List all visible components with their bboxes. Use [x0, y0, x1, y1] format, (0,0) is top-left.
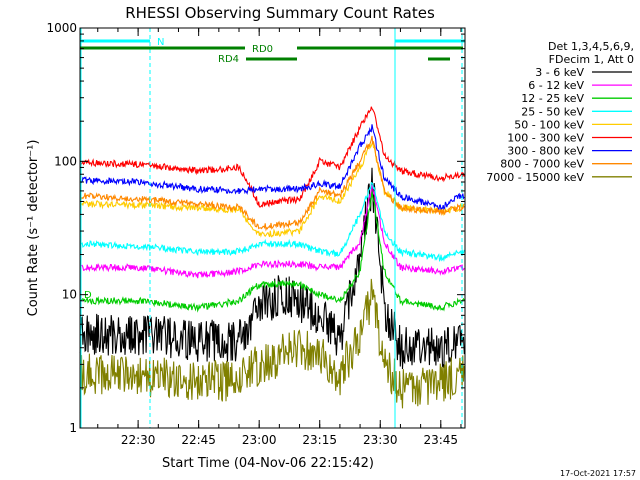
series-line-3 — [79, 191, 465, 313]
series-line-9 — [79, 278, 465, 409]
series-line-7 — [79, 124, 465, 213]
y-tick-label-3: 100 — [54, 154, 77, 168]
x-tick-label-5: 23:30 — [363, 433, 398, 447]
annotation-1: N — [157, 37, 164, 48]
legend-header-line2: FDecim 1, Att 0 — [549, 53, 634, 66]
x-tick-label-1: 22:30 — [121, 433, 156, 447]
annotation-4: D — [84, 290, 92, 301]
legend-label-4: 25 - 50 keV — [521, 105, 584, 118]
series-line-2 — [79, 184, 465, 279]
footer-date: 17-Oct-2021 17:57 — [560, 469, 636, 478]
legend-label-6: 100 - 300 keV — [507, 132, 584, 145]
legend-label-8: 800 - 7000 keV — [500, 158, 584, 171]
y-tick-label-4: 1000 — [46, 21, 77, 35]
series-line-4 — [79, 181, 465, 263]
legend-label-3: 12 - 25 keV — [521, 92, 584, 105]
x-axis-label: Start Time (04-Nov-06 22:15:42) — [162, 456, 374, 471]
axis-ticks: 22:30 22:45 23:00 23:15 23:30 23:45 1 10 100 1000 — [46, 21, 465, 447]
y-tick-label-2: 10 — [62, 288, 77, 302]
legend-label-1: 3 - 6 keV — [535, 66, 584, 79]
legend: Det 1,3,4,5,6,9, FDecim 1, Att 0 3 - 6 k… — [486, 40, 634, 184]
series-line-1 — [79, 167, 465, 370]
plot-frame — [79, 27, 466, 429]
traces — [79, 106, 465, 409]
y-axis-label: Count Rate (s⁻¹ detector⁻¹) — [26, 140, 41, 317]
annotation-3: RD4 — [218, 54, 239, 65]
legend-header-line1: Det 1,3,4,5,6,9, — [548, 40, 634, 53]
x-tick-label-4: 23:15 — [302, 433, 337, 447]
series-line-6 — [79, 106, 465, 208]
x-tick-label-2: 22:45 — [181, 433, 216, 447]
overlays: N RD0 RD4 D — [80, 28, 465, 428]
plot-area: N RD0 RD4 D 22:30 22:45 23:00 23:15 23:30 23:45 1… — [46, 21, 466, 447]
chart-title: RHESSI Observing Summary Count Rates — [125, 4, 435, 22]
legend-label-7: 300 - 800 keV — [507, 145, 584, 158]
legend-label-9: 7000 - 15000 keV — [486, 171, 584, 184]
x-tick-label-6: 23:45 — [423, 433, 458, 447]
y-tick-label-1: 1 — [69, 421, 77, 435]
series-line-8 — [79, 135, 465, 232]
x-tick-label-3: 23:00 — [242, 433, 277, 447]
legend-label-2: 6 - 12 keV — [528, 79, 584, 92]
legend-label-5: 50 - 100 keV — [514, 118, 584, 131]
annotation-2: RD0 — [252, 44, 273, 55]
